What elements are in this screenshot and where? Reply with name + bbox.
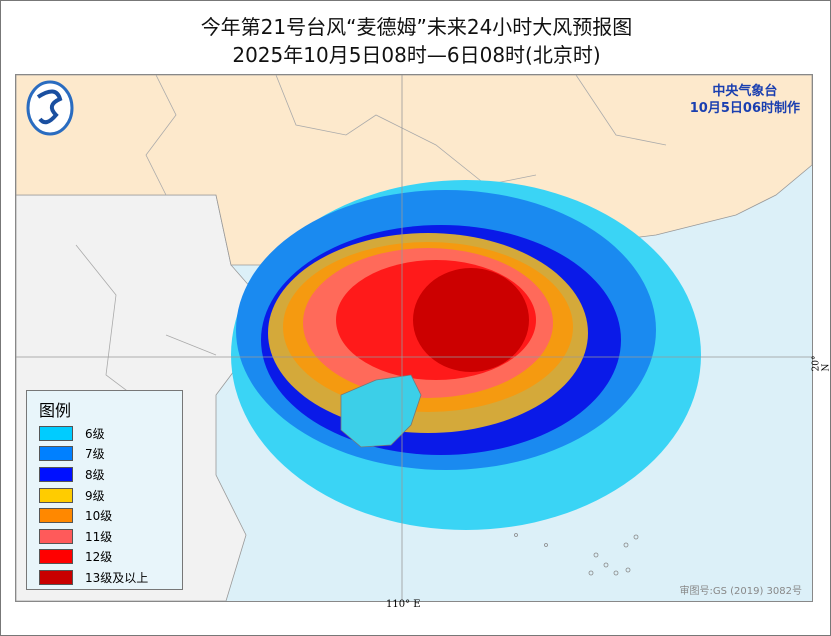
legend-item: 9级 (39, 485, 182, 506)
map-title: 今年第21号台风“麦德姆”未来24小时大风预报图 (200, 15, 633, 39)
approval-number: 审图号:GS (2019) 3082号 (679, 586, 802, 597)
hainan-island (340, 374, 422, 448)
legend-swatch (39, 508, 73, 524)
islands (514, 533, 639, 576)
legend-label: 6级 (85, 426, 105, 441)
map-subtitle: 2025年10月5日08时—6日08时(北京时) (232, 43, 601, 67)
legend-label: 9级 (85, 488, 105, 503)
legend-swatch (39, 549, 73, 565)
legend-item: 6级 (39, 423, 182, 444)
legend-label: 10级 (85, 509, 113, 524)
legend-label: 7级 (85, 447, 105, 462)
legend: 图例 6级 7级 8级 9级 10级 11级 12级 13级及以上 (26, 390, 183, 590)
legend-item: 7级 (39, 444, 182, 465)
legend-label: 11级 (85, 529, 113, 544)
legend-label: 13级及以上 (85, 570, 149, 585)
legend-title: 图例 (39, 401, 72, 420)
legend-item: 13级及以上 (39, 567, 182, 588)
wind-map: 中央气象台 10月5日06时制作 图例 6级 7级 8级 9级 10级 11级 12级 13级… (15, 74, 813, 602)
lat-label: 20° N (811, 355, 831, 372)
issue-time: 10月5日06时制作 (689, 101, 800, 116)
legend-label: 12级 (85, 550, 113, 565)
lon-label: 110° E (386, 599, 421, 610)
agency-label: 中央气象台 10月5日06时制作 (690, 83, 800, 117)
legend-swatch (39, 528, 73, 544)
legend-item: 11级 (39, 526, 182, 547)
legend-swatch (39, 487, 73, 503)
legend-swatch (39, 425, 73, 441)
legend-swatch (39, 446, 73, 462)
cma-logo-icon (26, 80, 74, 136)
legend-item: 10级 (39, 505, 182, 526)
agency-name: 中央气象台 (712, 84, 778, 99)
wind-zone-13级及以上 (413, 268, 529, 372)
legend-item: 12级 (39, 547, 182, 568)
legend-swatch (39, 466, 73, 482)
legend-label: 8级 (85, 467, 105, 482)
legend-swatch (39, 569, 73, 585)
legend-item: 8级 (39, 464, 182, 485)
